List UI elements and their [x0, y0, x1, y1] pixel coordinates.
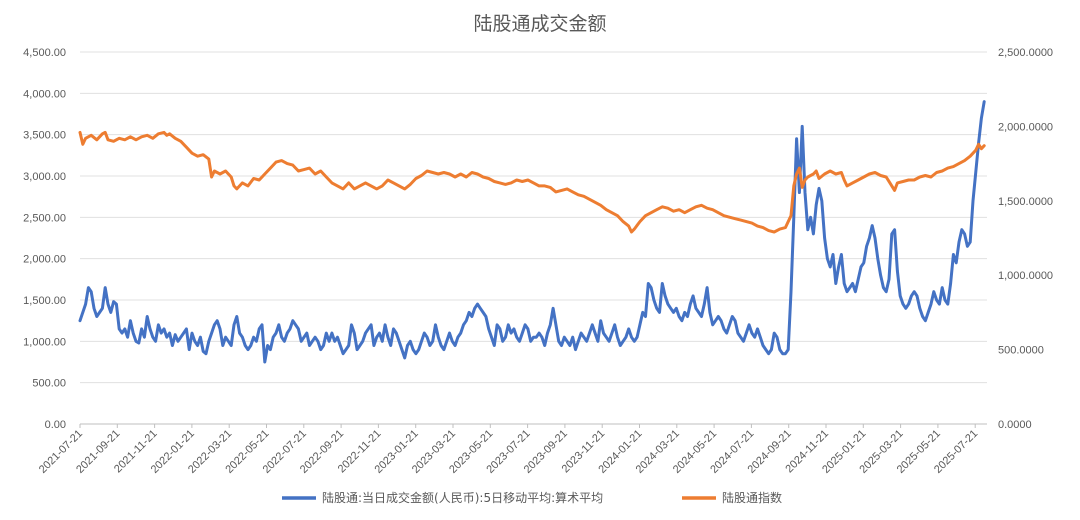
left-tick-label: 3,000.00 — [23, 171, 66, 183]
series-line-index — [78, 130, 986, 234]
right-axis-ticks: 0.0000 500.0000 1,000.0000 1,500.0000 2,000.… — [998, 47, 1053, 431]
right-tick-label: 2,500.0000 — [998, 47, 1053, 59]
legend-label-blue: 陆股通:当日成交金额(人民币):5日移动平均:算术平均 — [322, 490, 603, 505]
right-tick-label: 500.0000 — [998, 345, 1044, 357]
series-layer — [78, 100, 986, 364]
chart-title: 陆股通成交金额 — [473, 13, 606, 35]
left-tick-label: 2,000.00 — [23, 254, 66, 266]
left-tick-label: 4,000.00 — [23, 88, 66, 100]
left-axis-ticks: 0.00 500.00 1,000.00 1,500.00 2,000.00 2,500.… — [23, 47, 66, 431]
x-axis: 2021-07-212021-09-212021-11-212022-01-21… — [37, 424, 980, 476]
right-tick-label: 1,000.0000 — [998, 270, 1053, 282]
legend-label-orange: 陆股通指数 — [722, 490, 782, 505]
legend: 陆股通:当日成交金额(人民币):5日移动平均:算术平均 陆股通指数 — [282, 490, 782, 505]
right-tick-label: 1,500.0000 — [998, 196, 1053, 208]
left-tick-label: 3,500.00 — [23, 130, 66, 142]
left-tick-label: 1,500.00 — [23, 295, 66, 307]
left-tick-label: 0.00 — [45, 419, 66, 431]
left-tick-label: 500.00 — [32, 378, 66, 390]
left-tick-label: 1,000.00 — [23, 336, 66, 348]
left-tick-label: 4,500.00 — [23, 47, 66, 59]
series-line-turnover — [78, 100, 986, 364]
right-tick-label: 0.0000 — [998, 419, 1032, 431]
grid-layer — [80, 51, 987, 425]
left-tick-label: 2,500.00 — [23, 212, 66, 224]
right-tick-label: 2,000.0000 — [998, 121, 1053, 133]
